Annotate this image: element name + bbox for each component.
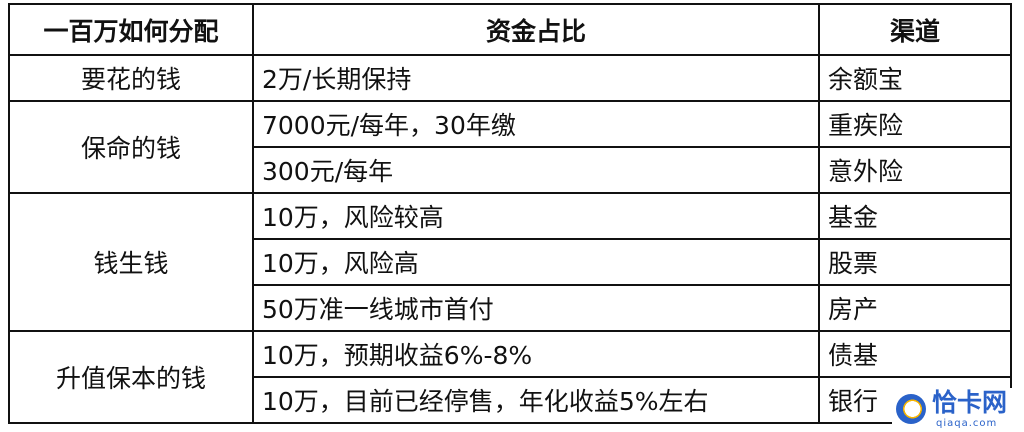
channel-cell: 基金 [818,192,1012,240]
table-row: 升值保本的钱 10万，预期收益6%-8% 债基 [8,330,1012,424]
amount-cell: 7000元/每年，30年缴 [252,100,820,148]
group-label: 钱生钱 [8,192,254,332]
group-label: 保命的钱 [8,100,254,194]
group-label: 升值保本的钱 [8,330,254,424]
watermark-logo-icon [896,394,926,424]
table-row: 10万，风险高 股票 [9,238,1012,286]
table-row: 钱生钱 10万，风险较高 基金 [8,192,1012,332]
watermark: 恰卡网 qiaqa.com [892,388,1024,432]
channel-cell: 重疾险 [818,100,1012,148]
channel-cell: 股票 [818,238,1012,286]
header-allocation: 一百万如何分配 [8,3,254,56]
amount-cell: 50万准一线城市首付 [252,284,820,332]
table-row: 300元/每年 意外险 [9,146,1012,194]
table-row: 50万准一线城市首付 房产 [9,284,1012,332]
channel-cell: 意外险 [818,146,1012,194]
header-amount: 资金占比 [252,3,820,56]
channel-cell: 债基 [818,330,1012,378]
table-row: 10万，目前已经停售，年化收益5%左右 银行 [9,376,1012,424]
allocation-table: 一百万如何分配 资金占比 渠道 要花的钱 2万/长期保持 余额宝 保命的钱 70… [8,3,1012,424]
header-channel: 渠道 [818,3,1012,56]
amount-cell: 10万，预期收益6%-8% [252,330,820,378]
amount-cell: 10万，风险高 [252,238,820,286]
amount-cell: 10万，目前已经停售，年化收益5%左右 [252,376,820,424]
watermark-url: qiaqa.com [936,418,998,429]
header-row: 一百万如何分配 资金占比 渠道 [8,3,1012,56]
group-label: 要花的钱 [8,54,254,102]
channel-cell: 房产 [818,284,1012,332]
amount-cell: 10万，风险较高 [252,192,820,240]
table-row: 保命的钱 7000元/每年，30年缴 重疾险 [8,100,1012,194]
amount-cell: 2万/长期保持 [252,54,820,102]
watermark-name: 恰卡网 [932,388,1008,417]
channel-cell: 余额宝 [818,54,1012,102]
table-row: 要花的钱 2万/长期保持 余额宝 [8,54,1012,102]
amount-cell: 300元/每年 [252,146,820,194]
